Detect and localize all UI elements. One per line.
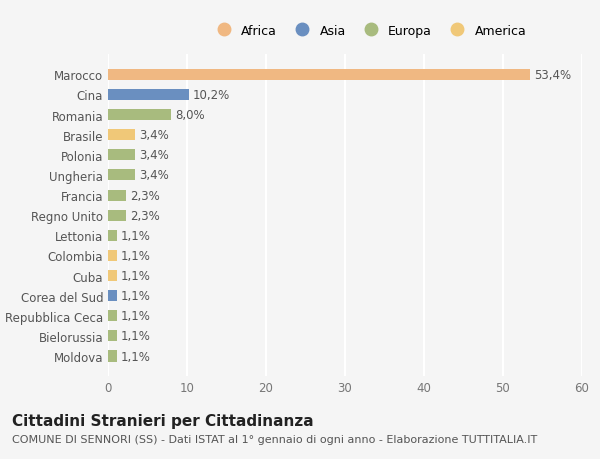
Text: Cittadini Stranieri per Cittadinanza: Cittadini Stranieri per Cittadinanza	[12, 413, 314, 428]
Bar	[108, 70, 530, 81]
Text: 1,1%: 1,1%	[121, 350, 151, 363]
Text: 3,4%: 3,4%	[139, 169, 169, 182]
Text: 1,1%: 1,1%	[121, 230, 151, 242]
Bar	[108, 250, 116, 262]
Text: 1,1%: 1,1%	[121, 269, 151, 282]
Text: 53,4%: 53,4%	[534, 69, 571, 82]
Bar	[108, 170, 135, 181]
Text: COMUNE DI SENNORI (SS) - Dati ISTAT al 1° gennaio di ogni anno - Elaborazione TU: COMUNE DI SENNORI (SS) - Dati ISTAT al 1…	[12, 434, 537, 444]
Text: 1,1%: 1,1%	[121, 310, 151, 323]
Legend: Africa, Asia, Europa, America: Africa, Asia, Europa, America	[206, 20, 532, 43]
Bar	[108, 351, 116, 362]
Bar	[108, 291, 116, 302]
Bar	[108, 110, 171, 121]
Text: 1,1%: 1,1%	[121, 249, 151, 263]
Text: 1,1%: 1,1%	[121, 290, 151, 302]
Bar	[108, 190, 126, 201]
Text: 3,4%: 3,4%	[139, 129, 169, 142]
Bar	[108, 230, 116, 241]
Text: 10,2%: 10,2%	[193, 89, 230, 102]
Bar	[108, 130, 135, 141]
Bar	[108, 270, 116, 281]
Bar	[108, 311, 116, 322]
Bar	[108, 210, 126, 221]
Text: 1,1%: 1,1%	[121, 330, 151, 343]
Bar	[108, 330, 116, 341]
Text: 2,3%: 2,3%	[130, 189, 160, 202]
Text: 8,0%: 8,0%	[175, 109, 205, 122]
Bar	[108, 150, 135, 161]
Bar	[108, 90, 188, 101]
Text: 2,3%: 2,3%	[130, 209, 160, 222]
Text: 3,4%: 3,4%	[139, 149, 169, 162]
